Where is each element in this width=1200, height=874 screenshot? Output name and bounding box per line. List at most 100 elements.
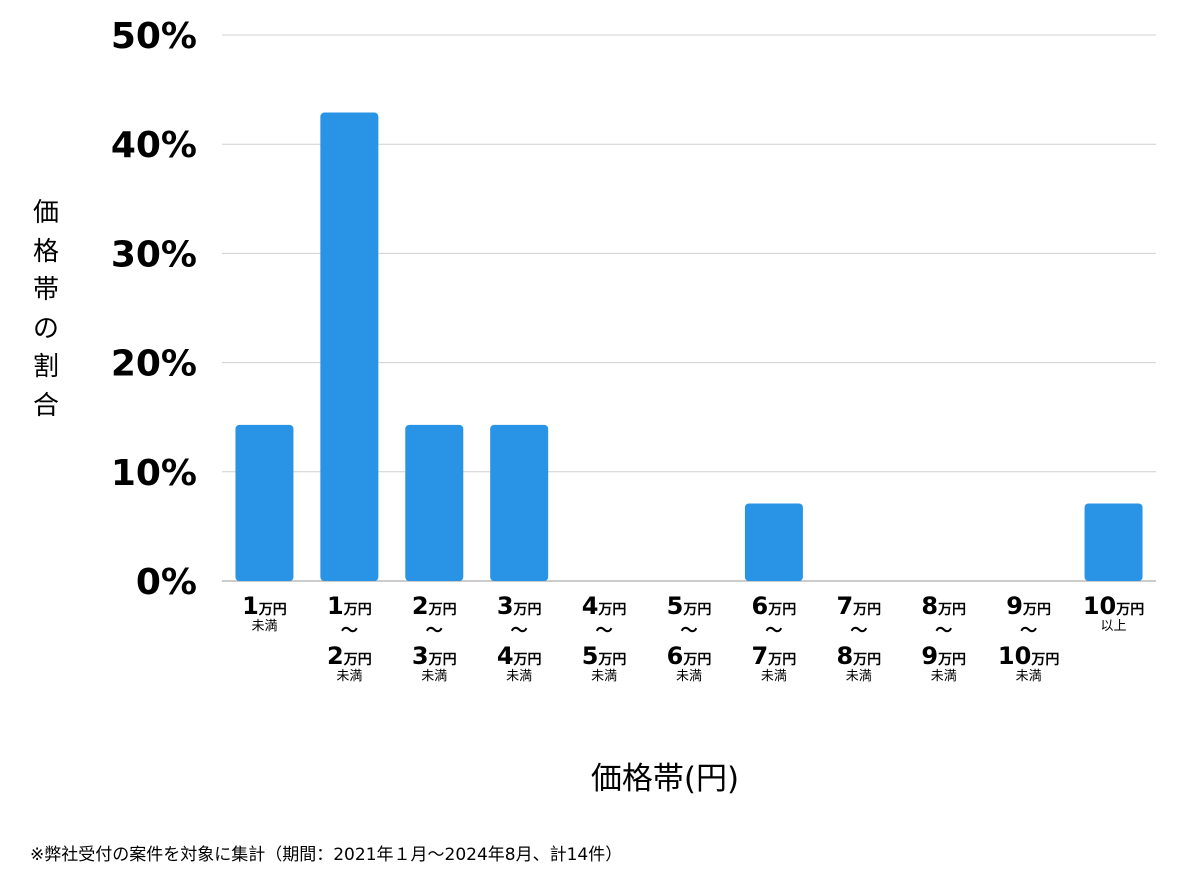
x-tick-label: 9万円〜 10万円 未満: [994, 594, 1064, 683]
range-from-number: 6: [751, 592, 769, 620]
range-to-unit: 万円: [343, 652, 372, 668]
range-from: 7万円: [824, 594, 894, 618]
range-to-unit: 万円: [428, 652, 457, 668]
range-mark: 〜: [935, 621, 953, 641]
range-to: 9万円: [909, 644, 979, 668]
range-to-number: 3: [411, 642, 429, 670]
range-suffix: 未満: [251, 619, 278, 634]
x-tick-label: 8万円〜 9万円 未満: [909, 594, 979, 683]
range-from-unit: 万円: [1022, 602, 1051, 618]
range-from: 4万円: [569, 594, 639, 618]
range-mark: 〜: [425, 621, 443, 641]
range-from: 5万円: [654, 594, 724, 618]
range-mark: 〜: [340, 621, 358, 641]
range-mark: 〜: [680, 621, 698, 641]
range-suffix: 未満: [845, 669, 872, 684]
range-from: 3万円: [484, 594, 554, 618]
range-from-number: 4: [581, 592, 599, 620]
y-axis-title-char: 格: [32, 236, 59, 267]
y-tick-label: 20%: [111, 344, 197, 385]
range-suffix: 以上: [1100, 619, 1127, 634]
range-from-unit: 万円: [598, 602, 627, 618]
range-suffix: 未満: [760, 669, 787, 684]
range-from-unit: 万円: [683, 602, 712, 618]
range-to-number: 9: [921, 642, 939, 670]
range-to: 4万円: [484, 644, 554, 668]
range-to-unit: 万円: [683, 652, 712, 668]
range-to-number: 6: [666, 642, 684, 670]
range-mark: 〜: [850, 621, 868, 641]
range-from-number: 10: [1082, 592, 1117, 620]
range-from-unit: 万円: [513, 602, 542, 618]
x-tick-label: 6万円〜 7万円 未満: [739, 594, 809, 683]
range-suffix: 未満: [336, 669, 363, 684]
range-from-unit: 万円: [1116, 602, 1145, 618]
range-from-number: 1: [327, 592, 344, 620]
y-tick-label: 40%: [111, 125, 197, 166]
range-mark: 〜: [510, 621, 528, 641]
range-mark: 〜: [595, 621, 613, 641]
y-axis-title-char: 帯: [32, 275, 59, 305]
range-to-number: 5: [581, 642, 599, 670]
y-tick-label: 0%: [136, 562, 197, 603]
range-to-unit: 万円: [1031, 652, 1060, 668]
bar: [490, 424, 549, 581]
range-from-number: 2: [411, 592, 429, 620]
range-to: 10万円: [994, 644, 1064, 668]
y-axis-title-char: の: [32, 313, 59, 344]
y-tick-label: 10%: [111, 453, 197, 494]
range-from-number: 9: [1006, 592, 1023, 620]
range-from-unit: 万円: [853, 602, 882, 618]
y-tick-label: 30%: [111, 234, 197, 275]
x-tick-label: 3万円〜 4万円 未満: [484, 594, 554, 683]
x-tick-label: 5万円〜 6万円 未満: [654, 594, 724, 683]
range-suffix: 未満: [591, 669, 618, 684]
range-from: 9万円: [994, 594, 1064, 618]
range-from: 10万円: [1079, 594, 1149, 618]
bar: [1084, 503, 1143, 581]
footnote: ※弊社受付の案件を対象に集計（期間：2021年１月〜2024年8月、計14件）: [30, 845, 623, 865]
y-axis-title-char: 合: [32, 390, 59, 421]
range-suffix: 未満: [930, 669, 957, 684]
range-to: 8万円: [824, 644, 894, 668]
range-from: 8万円: [909, 594, 979, 618]
range-from: 1万円: [314, 594, 384, 618]
range-from-number: 1: [242, 592, 259, 620]
range-suffix: 未満: [675, 669, 702, 684]
range-mark: 〜: [765, 621, 783, 641]
range-to-unit: 万円: [598, 652, 627, 668]
range-to: 5万円: [569, 644, 639, 668]
x-axis-title: 価格帯(円): [590, 761, 740, 797]
range-to-number: 4: [496, 642, 514, 670]
range-from: 6万円: [739, 594, 809, 618]
range-suffix: 未満: [506, 669, 533, 684]
range-to-number: 8: [836, 642, 854, 670]
range-to-unit: 万円: [513, 652, 542, 668]
range-from-unit: 万円: [768, 602, 797, 618]
bar: [235, 424, 294, 581]
range-to-unit: 万円: [938, 652, 967, 668]
range-from-unit: 万円: [428, 602, 457, 618]
range-to-unit: 万円: [853, 652, 882, 668]
range-from-unit: 万円: [258, 602, 287, 618]
x-tick-label: 7万円〜 8万円 未満: [824, 594, 894, 683]
range-to-number: 10: [997, 642, 1032, 670]
x-tick-label: 1万円〜 2万円 未満: [314, 594, 384, 683]
range-from-number: 5: [666, 592, 684, 620]
range-from-number: 3: [496, 592, 514, 620]
x-tick-label: 4万円〜 5万円 未満: [569, 594, 639, 683]
range-suffix: 未満: [1015, 669, 1042, 684]
x-tick-label: 1万円 未満: [229, 594, 299, 633]
range-to-number: 2: [327, 642, 344, 670]
bar: [320, 112, 379, 582]
y-axis-title-char: 割: [32, 352, 59, 382]
range-from: 1万円: [229, 594, 299, 618]
range-to-number: 7: [751, 642, 769, 670]
range-from-unit: 万円: [343, 602, 372, 618]
x-tick-label: 2万円〜 3万円 未満: [399, 594, 469, 683]
range-to: 7万円: [739, 644, 809, 668]
range-to-unit: 万円: [768, 652, 797, 668]
range-mark: 〜: [1020, 621, 1038, 641]
